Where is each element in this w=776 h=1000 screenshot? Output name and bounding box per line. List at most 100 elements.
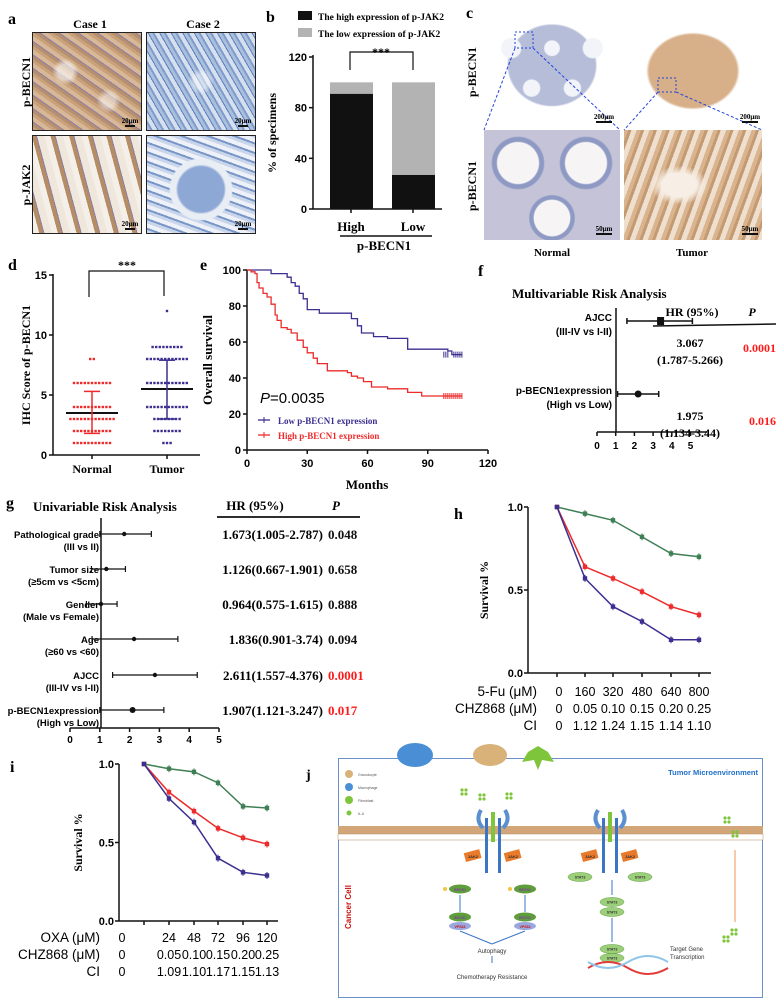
data-point-normal (76, 429, 79, 433)
data-point-tumor (162, 441, 165, 445)
scale-bar-label: 200μm (594, 113, 614, 121)
il6-icon (734, 928, 738, 932)
dose-table-value: 1.10 (687, 719, 711, 733)
y-tick-label: 0 (301, 204, 307, 216)
il6-icon (478, 797, 482, 801)
jak2-box (580, 849, 599, 862)
dose-table-value: 0 (119, 931, 126, 945)
dose-table-value: 0.15 (630, 702, 654, 716)
data-point-tumor (171, 429, 174, 433)
legend-label: Low p-BECN1 expression (278, 416, 377, 426)
data-point-normal (72, 417, 76, 421)
survival-curve-mid (143, 763, 268, 845)
data-point-tumor (167, 357, 170, 361)
x-tick-label: 1 (97, 735, 103, 746)
micrograph-case1-p-becn1 (32, 32, 142, 131)
y-axis-label: % of specimens (265, 93, 279, 173)
y-axis-label: Survival % (477, 561, 491, 619)
legend-label: IL-6 (358, 812, 364, 816)
data-point-tumor (171, 357, 174, 361)
row-label-sub: (≥5cm vs <5cm) (28, 577, 99, 588)
hr-ci-value: 2.611(1.557-4.376) (223, 668, 323, 683)
data-point-tumor (156, 357, 160, 361)
dose-table-value: 0.15 (206, 948, 230, 962)
data-point-tumor (164, 381, 167, 385)
data-point-tumor (153, 357, 156, 361)
data-point-tumor (180, 345, 183, 349)
data-point-tumor (155, 345, 158, 349)
jak2-box (620, 849, 639, 862)
stat3-node (599, 907, 625, 917)
row-label: Pathological grade (14, 530, 99, 541)
data-point-tumor (167, 381, 170, 385)
panel-label-d: d (8, 257, 17, 274)
stat3-label: STAT3 (607, 901, 618, 905)
data-point (554, 504, 560, 510)
row-label: Age (81, 635, 99, 646)
legend-label: The low expression of p-JAK2 (318, 30, 441, 40)
hr-ci-value: 1.673(1.005-2.787) (222, 527, 323, 542)
micrograph-tumor-high-mag (624, 130, 762, 240)
data-point-normal (90, 381, 94, 385)
becn1-label: BECN1 (519, 888, 531, 892)
data-point-normal (108, 441, 112, 445)
y-tick-label: 0 (41, 450, 47, 462)
hr-marker (98, 601, 104, 607)
vps34-node (449, 922, 471, 930)
data-point-normal (105, 417, 108, 421)
il6-icon (482, 797, 486, 801)
data-point-tumor (178, 357, 181, 361)
row-label: AJCC (73, 671, 99, 682)
data-point-tumor (174, 357, 178, 361)
chart-title: Multivariable Risk Analysis (512, 286, 667, 301)
data-point-tumor (174, 429, 178, 433)
row-label: AJCC (585, 313, 612, 324)
data-point-tumor (151, 345, 154, 349)
row-label-p-becn1-top: p-BECN1 (465, 47, 479, 97)
jak2-label: JAK2 (625, 854, 636, 859)
data-point-normal (105, 405, 108, 409)
data-point-normal (94, 405, 97, 409)
row-label-sub: (III vs II) (64, 542, 99, 553)
data-point-normal (108, 417, 112, 421)
data-point-normal (80, 429, 83, 433)
micrograph-case2-p-jak2 (146, 135, 256, 234)
row-label-sub: (Male vs Female) (23, 612, 99, 623)
data-point-tumor (167, 429, 170, 433)
data-point-tumor (178, 405, 181, 409)
dose-table-value: 120 (257, 931, 278, 945)
x-axis-label: Months (346, 477, 389, 492)
survival-curve-single-drug (556, 506, 700, 558)
survival-curve-single-drug (143, 763, 268, 809)
data-point-normal (76, 441, 79, 445)
pathway-arrow (459, 930, 493, 945)
hr-ci-value: 1.907(1.121-3.247) (222, 703, 323, 718)
y-tick-label: 10 (35, 330, 47, 342)
becn1-node (449, 884, 471, 894)
data-point-tumor (165, 345, 169, 349)
panel-label-a: a (8, 11, 16, 28)
x-tick-label: 120 (479, 458, 497, 470)
il6-icon (734, 932, 738, 936)
data-point-tumor (174, 381, 178, 385)
x-tick-label: 0 (594, 441, 600, 452)
data-point-normal (80, 441, 83, 445)
vps34-label: VPS34 (455, 925, 466, 929)
data-point-tumor (164, 357, 167, 361)
y-tick-label: 0.0 (508, 668, 523, 680)
hr-value: 3.067 (677, 336, 704, 350)
dose-table-value: 1.13 (255, 965, 279, 979)
dose-table-value: 800 (689, 685, 710, 699)
row-label-sub: (III-IV vs I-II) (46, 683, 99, 694)
x-tick-label: High (337, 219, 365, 234)
data-point-normal (105, 429, 108, 433)
dose-table-value: 0.10 (601, 702, 625, 716)
p-value: 0.017 (328, 703, 358, 718)
dose-table-value: 0.25 (255, 948, 279, 962)
dose-table-value: 0.25 (687, 702, 711, 716)
hr-marker (104, 566, 109, 572)
data-point-normal (72, 405, 76, 409)
data-point-tumor (160, 357, 163, 361)
stat3-node (567, 872, 593, 882)
